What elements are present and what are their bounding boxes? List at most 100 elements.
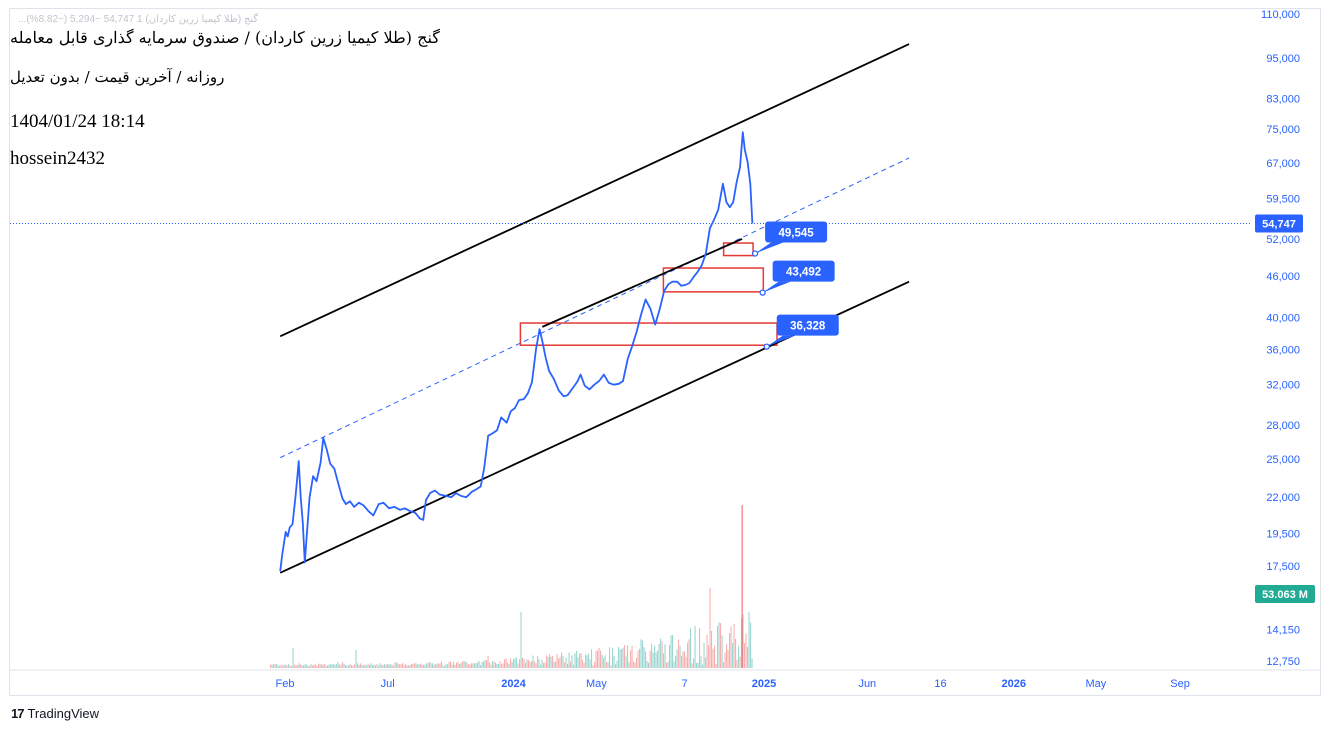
volume-bar [433,664,435,668]
volume-bar [549,654,551,668]
volume-bar [490,664,492,668]
volume-bar [711,630,713,668]
volume-bar [327,665,329,668]
y-tick-label: 36,000 [1266,344,1300,356]
volume-bar [453,661,455,668]
volume-bar [513,658,515,668]
volume-bar [325,665,327,668]
volume-bar [541,659,543,668]
volume-bar [706,634,708,668]
x-tick-label: 2026 [1002,678,1026,690]
y-tick-label: 32,000 [1266,380,1300,392]
volume-bar [732,643,734,668]
volume-bar [681,655,683,668]
last-price-badge [1255,214,1303,233]
volume-bar [282,665,284,668]
volume-bar [676,649,678,668]
support-zone-1[interactable] [722,242,754,257]
volume-bar [615,664,617,668]
volume-bar [708,645,710,668]
channel-line-3[interactable] [541,238,743,328]
volume-bar [460,663,462,668]
volume-bar [276,664,278,668]
volume-bar [409,665,411,668]
volume-bar [339,664,341,668]
price-line[interactable] [279,131,754,572]
volume-bar [400,664,402,668]
volume-bar [471,663,473,668]
volume-bar [727,649,729,668]
volume-bar [697,662,699,668]
volume-bar [307,665,309,668]
volume-bar [372,665,374,668]
volume-bar [274,664,276,668]
volume-bar [579,653,581,668]
volume-bar [271,664,273,668]
support-zone-3[interactable] [519,322,778,346]
volume-bar [543,662,545,668]
chart-title: گنج (طلا کیمیا زرین کاردان) / صندوق سرما… [10,28,440,47]
volume-bar [751,658,753,668]
volume-bar [552,656,554,668]
volume-bar [378,665,380,668]
volume-bar [313,664,315,668]
volume-bar [430,663,432,668]
volume-bar [628,662,630,668]
volume-bar [651,644,653,668]
volume-bar [396,662,398,668]
volume-bar [703,642,705,668]
volume-bar [367,663,369,668]
support-zone-2[interactable] [662,267,765,293]
volume-bar [336,664,338,668]
volume-bar [451,664,453,668]
price-callout-pointer [762,281,791,293]
volume-bar [534,661,536,668]
volume-bar [514,658,516,668]
volume-bar [664,644,666,668]
volume-bar [492,661,494,668]
volume-bar [619,649,621,668]
volume-bar [585,654,587,668]
price-callout-box[interactable] [776,314,839,336]
volume-bar [427,662,429,668]
volume-bar [583,663,585,668]
volume-bar [571,655,573,668]
volume-bar [588,653,590,668]
price-callout-box[interactable] [765,221,828,243]
volume-bar [672,635,674,668]
chart-frame[interactable] [9,8,1321,696]
volume-bar [480,665,482,668]
price-callout-box[interactable] [772,260,835,282]
volume-bar [643,647,645,668]
tradingview-logo[interactable]: 17 TradingView [11,706,99,721]
volume-bar [748,611,750,668]
x-tick-label: 2025 [752,678,776,690]
volume-bar [516,657,518,668]
volume-bar [658,643,660,668]
volume-bar [661,641,663,668]
volume-bar [562,656,564,668]
volume-bar [504,659,506,668]
volume-bar [331,664,333,668]
volume-bar [475,663,477,668]
volume-bar [714,645,716,668]
volume-bar [481,661,483,668]
volume-bar [402,663,404,668]
volume-bar [354,664,356,668]
volume-bar [270,664,272,668]
volume-bar [312,665,314,668]
volume-bar [376,664,378,668]
volume-bar [441,661,443,668]
volume-bar [642,640,644,668]
y-tick-label: 46,000 [1266,271,1300,283]
volume-bar [564,662,566,668]
volume-bar [675,655,677,668]
y-tick-label: 12,750 [1266,656,1300,668]
volume-bar [603,658,605,668]
channel-line-2[interactable] [279,43,910,338]
volume-bar [324,663,326,668]
volume-bar [682,651,684,668]
volume-bar [387,664,389,668]
volume-spike-bar [741,505,744,668]
